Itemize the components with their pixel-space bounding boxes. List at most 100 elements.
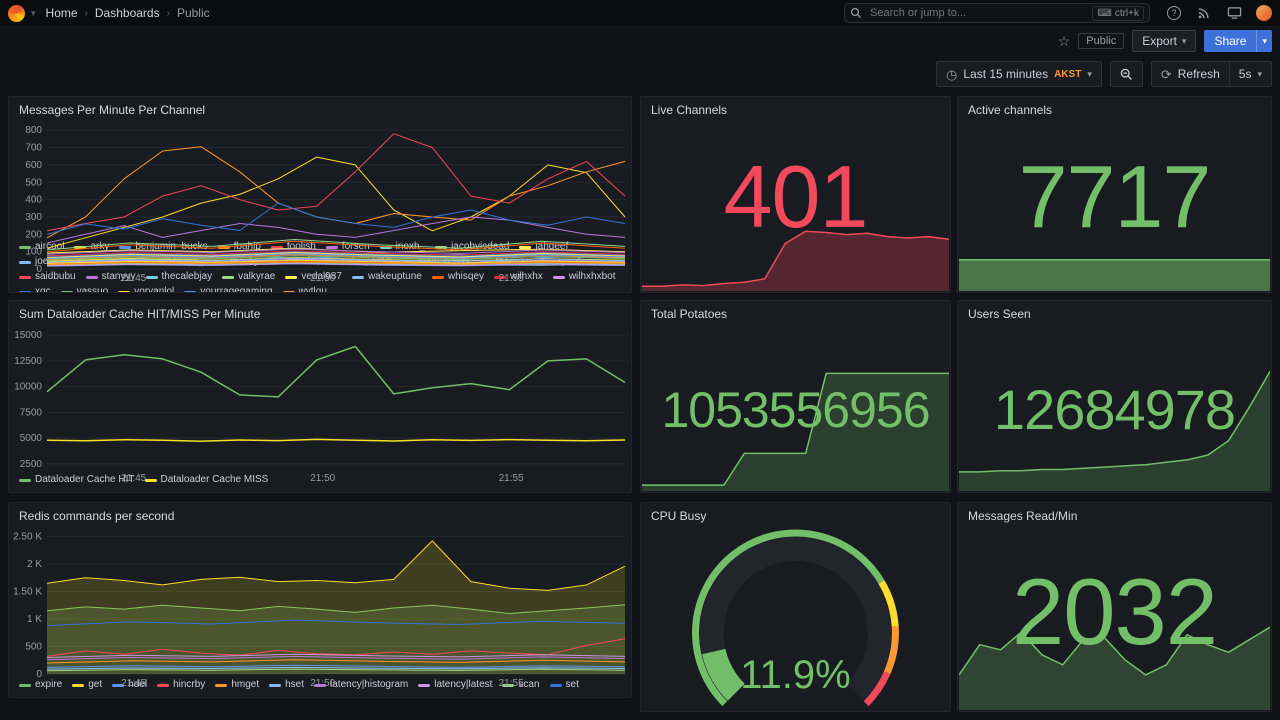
legend-item[interactable]: thecalebjay <box>145 271 212 283</box>
legend-item[interactable]: foolish <box>270 241 316 253</box>
legend-item[interactable]: get <box>72 679 102 691</box>
search-icon <box>850 7 862 19</box>
panel-title[interactable]: CPU Busy <box>651 509 707 523</box>
time-range-picker[interactable]: ◷ Last 15 minutes AKST ▾ <box>936 61 1102 87</box>
legend-item[interactable]: expire <box>19 679 62 691</box>
user-avatar[interactable] <box>1256 5 1272 21</box>
breadcrumb-separator: › <box>84 7 88 19</box>
legend-swatch <box>282 290 295 292</box>
legend-swatch <box>502 683 515 687</box>
grafana-logo[interactable] <box>8 4 25 22</box>
legend-label: wakeuptune <box>367 271 422 282</box>
legend-item[interactable]: forsen <box>325 241 370 253</box>
legend-label: hincrby <box>173 679 206 690</box>
legend-item[interactable]: jahqeef <box>519 241 568 253</box>
news-button[interactable] <box>1196 5 1212 21</box>
legend-item[interactable]: whisqey <box>431 271 485 283</box>
legend-item[interactable]: yassuo <box>60 286 108 292</box>
legend-swatch <box>157 683 170 687</box>
time-control-bar: ◷ Last 15 minutes AKST ▾ ⟳ Refresh 5s ▾ <box>936 61 1272 87</box>
gauge-value: 11.9% <box>740 653 851 697</box>
org-switcher-caret-icon[interactable]: ▾ <box>31 7 36 18</box>
legend-swatch <box>431 275 444 279</box>
chevron-down-icon: ▾ <box>1257 68 1262 79</box>
svg-text:400: 400 <box>25 195 42 206</box>
legend-item[interactable]: hset <box>269 679 304 691</box>
stat-value: 2032 <box>1011 559 1218 664</box>
dashboard-tag[interactable]: Public <box>1078 33 1125 49</box>
legend-item[interactable]: xqc <box>19 286 51 292</box>
export-button[interactable]: Export ▾ <box>1132 30 1197 52</box>
panel-title[interactable]: Total Potatoes <box>651 307 728 321</box>
legend-swatch <box>222 275 235 279</box>
timeseries-chart[interactable]: 15000 12500 10000 7500 5000 2500 21:45 21:50 21:… <box>9 324 631 484</box>
share-caret-icon[interactable]: ▾ <box>1256 30 1272 52</box>
legend-swatch <box>418 683 431 687</box>
legend-item[interactable]: wytlqu <box>282 286 327 292</box>
star-icon[interactable]: ☆ <box>1057 32 1071 49</box>
legend-item[interactable]: wakeuptune <box>351 271 422 283</box>
zoom-out-button[interactable] <box>1109 61 1143 87</box>
display-button[interactable] <box>1226 5 1242 21</box>
legend-label: foolish <box>286 241 316 252</box>
legend-swatch <box>118 290 131 292</box>
legend-label: set <box>565 679 579 690</box>
legend-item[interactable]: yoryanlol <box>118 286 174 292</box>
legend-item[interactable]: Dataloader Cache MISS <box>144 474 268 486</box>
svg-text:21:55: 21:55 <box>499 473 524 484</box>
legend-item[interactable]: valkyrae <box>222 271 275 283</box>
legend-item[interactable]: saidbubu <box>19 271 76 283</box>
legend-swatch <box>351 275 364 279</box>
legend-item[interactable]: hincrby <box>157 679 205 691</box>
legend-item[interactable]: scan <box>502 679 540 691</box>
legend-label: whisqey <box>447 271 485 282</box>
panel-title[interactable]: Active channels <box>968 103 1053 117</box>
breadcrumb-separator: › <box>166 7 170 19</box>
legend-item[interactable]: yourragegaming <box>184 286 273 292</box>
search-input[interactable] <box>868 6 1087 20</box>
chart-legend: expire get hdel hincrby hmget hset latency|his… <box>9 677 631 697</box>
legend-label: aircool <box>35 241 65 252</box>
search-box[interactable]: ⌨ ctrl+k <box>844 3 1150 23</box>
timeseries-chart[interactable]: 2.50 K 2 K 1.50 K 1 K 500 0 21:45 21:50 21:55 <box>9 526 631 689</box>
legend-swatch <box>112 683 125 687</box>
legend-item[interactable]: hmget <box>215 679 259 691</box>
breadcrumb-dashboards[interactable]: Dashboards <box>94 6 160 20</box>
legend-item[interactable]: latency|histogram <box>314 679 408 691</box>
legend-item[interactable]: vedal987 <box>285 271 342 283</box>
legend-label: yoryanlol <box>134 286 175 292</box>
legend-item[interactable]: set <box>549 679 579 691</box>
timezone-label: AKST <box>1054 68 1082 80</box>
refresh-interval-picker[interactable]: 5s ▾ <box>1228 61 1272 87</box>
svg-text:21:50: 21:50 <box>310 273 335 284</box>
svg-text:2500: 2500 <box>20 459 43 470</box>
svg-text:600: 600 <box>25 160 42 171</box>
legend-label: stanyyy <box>101 271 136 282</box>
legend-label: wytlqu <box>298 286 327 292</box>
help-button[interactable]: ? <box>1166 5 1182 21</box>
panel-title[interactable]: Users Seen <box>968 307 1031 321</box>
panel-title[interactable]: Messages Read/Min <box>968 509 1078 523</box>
panel-title[interactable]: Redis commands per second <box>19 509 175 523</box>
legend-item[interactable]: stanyyy <box>85 271 136 283</box>
legend-swatch <box>549 683 562 687</box>
breadcrumb-home[interactable]: Home <box>45 6 78 20</box>
sparkline <box>642 371 949 491</box>
legend-item[interactable]: wilhxhx <box>494 271 543 283</box>
legend-item[interactable]: hdel <box>112 679 147 691</box>
panel-messages-read: Messages Read/Min 2032 <box>957 502 1272 712</box>
legend-item[interactable]: latency|latest <box>418 679 492 691</box>
timeseries-chart[interactable]: 800 700 600 500 400 300 200 100 0 21:45 21:50 21:55 <box>9 120 631 284</box>
keyboard-icon: ⌨ <box>1097 7 1112 19</box>
legend-swatch <box>314 683 327 687</box>
panel-title[interactable]: Messages Per Minute Per Channel <box>19 103 206 117</box>
refresh-button[interactable]: ⟳ Refresh <box>1150 61 1229 87</box>
panel-title[interactable]: Sum Dataloader Cache HIT/MISS Per Minute <box>19 307 261 321</box>
legend-item[interactable]: Dataloader Cache HIT <box>19 474 135 486</box>
share-button[interactable]: Share ▾ <box>1204 30 1272 52</box>
legend-swatch <box>19 245 31 249</box>
legend-swatch <box>85 275 98 279</box>
legend-item[interactable]: aircool <box>19 241 64 253</box>
legend-item[interactable]: wilhxhxbot <box>552 271 616 283</box>
panel-title[interactable]: Live Channels <box>651 103 728 117</box>
